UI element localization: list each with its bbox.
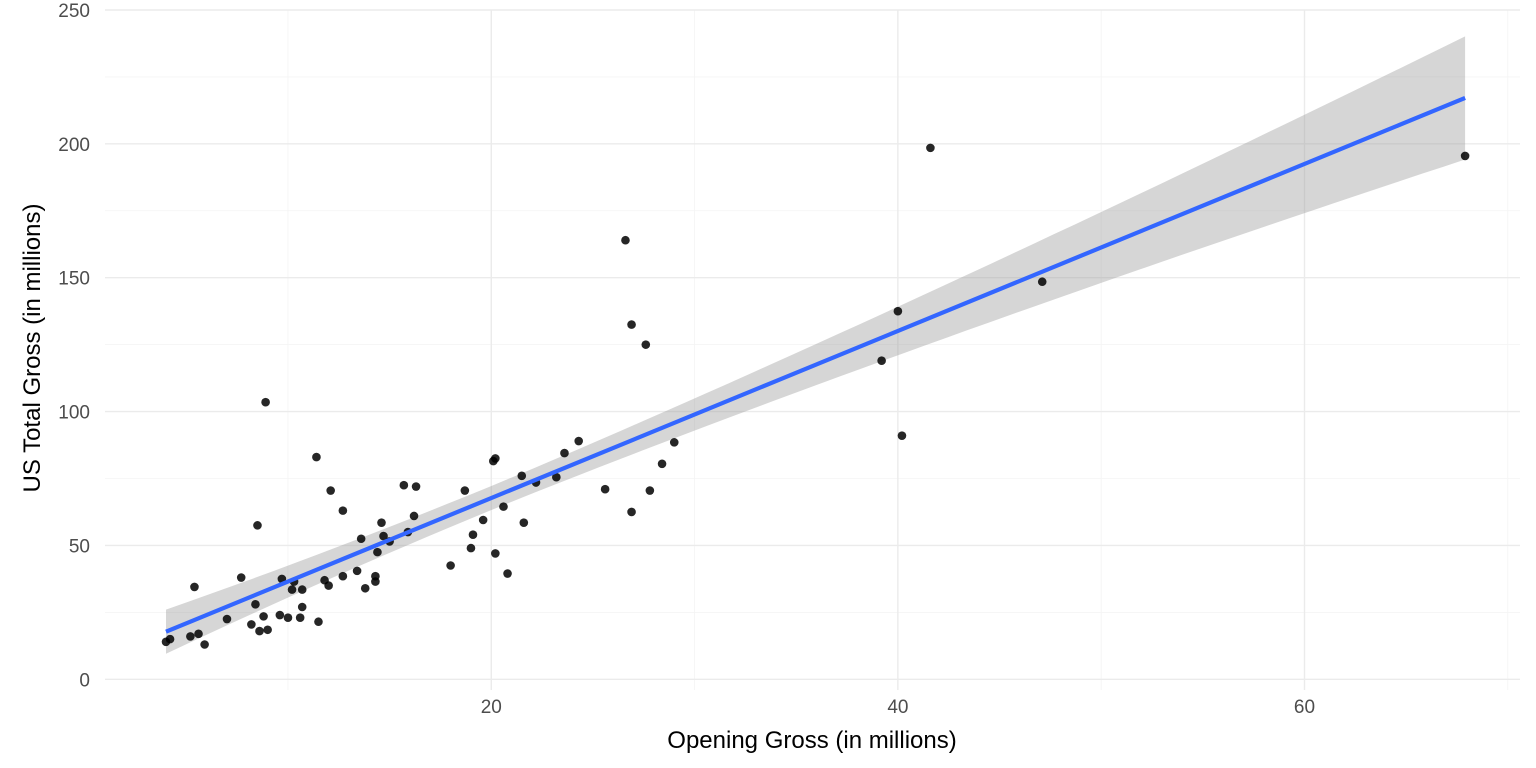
data-point xyxy=(360,583,370,593)
data-point xyxy=(200,640,209,649)
data-point xyxy=(283,613,293,623)
data-point xyxy=(165,634,175,644)
data-point xyxy=(287,585,297,594)
data-point xyxy=(194,629,203,639)
data-point xyxy=(295,613,305,623)
data-point xyxy=(312,452,321,462)
data-point xyxy=(297,602,307,612)
data-point xyxy=(560,448,569,458)
data-point xyxy=(552,472,561,482)
y-tick-label: 150 xyxy=(58,269,90,290)
data-point xyxy=(499,502,508,511)
data-point xyxy=(409,511,419,521)
x-axis-title: Opening Gross (in millions) xyxy=(667,727,956,754)
data-point xyxy=(446,561,455,570)
data-point xyxy=(259,612,268,621)
data-point xyxy=(326,486,335,495)
data-point xyxy=(517,471,527,481)
major-gridlines xyxy=(105,9,1520,690)
data-point xyxy=(356,534,366,544)
data-point xyxy=(297,585,307,594)
regression-line xyxy=(165,96,1466,634)
data-point xyxy=(627,507,636,517)
y-tick-label: 100 xyxy=(58,403,90,424)
data-point xyxy=(399,480,409,490)
x-tick-label: 60 xyxy=(1294,697,1315,718)
data-point xyxy=(641,340,651,349)
data-point xyxy=(379,531,388,541)
data-point xyxy=(657,459,667,469)
data-point xyxy=(478,515,488,525)
y-tick-label: 250 xyxy=(58,1,90,22)
x-axis-tick-labels: 20 40 60 xyxy=(481,697,1315,718)
data-point xyxy=(263,625,272,635)
minor-gridlines xyxy=(105,10,1520,690)
y-axis-title: US Total Gross (in millions) xyxy=(19,204,46,493)
data-point xyxy=(627,320,636,329)
y-tick-label: 0 xyxy=(79,670,90,691)
data-point xyxy=(275,610,285,620)
data-point xyxy=(377,518,386,527)
data-point xyxy=(247,620,256,629)
data-point xyxy=(503,569,512,578)
data-point xyxy=(491,549,500,558)
data-point xyxy=(251,600,260,609)
data-point xyxy=(338,506,348,515)
data-point xyxy=(893,306,903,316)
data-point xyxy=(253,521,262,530)
data-point xyxy=(926,143,935,153)
data-point xyxy=(190,582,199,592)
data-point xyxy=(255,626,264,636)
y-tick-label: 50 xyxy=(69,536,90,557)
data-point xyxy=(186,632,195,641)
y-axis-tick-labels: 0 50 100 150 200 250 xyxy=(58,1,90,691)
data-point xyxy=(491,454,500,463)
y-tick-label: 200 xyxy=(58,135,90,156)
confidence-band xyxy=(166,36,1466,654)
data-point xyxy=(574,436,583,446)
data-point xyxy=(600,484,610,494)
data-point xyxy=(371,571,380,581)
data-point xyxy=(373,547,382,557)
data-point xyxy=(645,486,655,495)
data-point xyxy=(877,356,886,366)
data-point xyxy=(222,614,232,624)
x-tick-label: 40 xyxy=(887,697,908,718)
data-point xyxy=(466,543,476,553)
data-point xyxy=(897,431,907,440)
data-point xyxy=(352,566,362,576)
data-point xyxy=(411,482,421,491)
data-point xyxy=(1460,151,1470,161)
data-point xyxy=(1037,277,1047,287)
data-point xyxy=(338,571,348,581)
data-points xyxy=(161,143,1470,649)
data-point xyxy=(621,235,630,245)
data-point xyxy=(519,518,529,527)
data-point xyxy=(468,530,478,540)
data-point xyxy=(324,581,333,590)
data-point xyxy=(314,617,323,627)
data-point xyxy=(261,397,270,407)
data-point xyxy=(669,438,679,447)
data-point xyxy=(236,573,246,582)
x-tick-label: 20 xyxy=(481,697,502,718)
data-point xyxy=(460,486,470,495)
